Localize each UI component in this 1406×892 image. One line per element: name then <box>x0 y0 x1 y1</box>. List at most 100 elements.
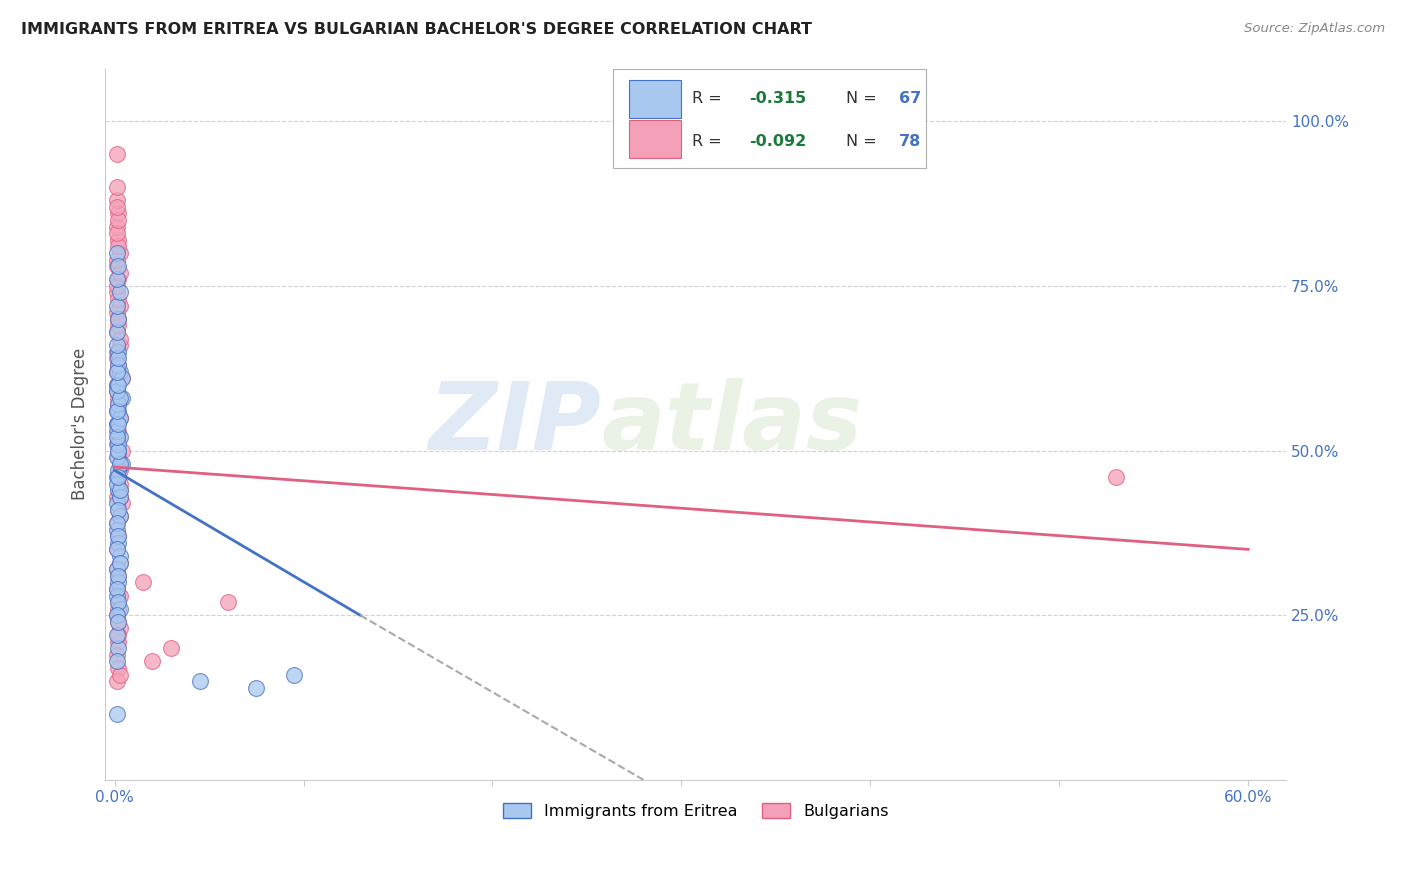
Point <box>107 417 129 432</box>
Point <box>111 457 134 471</box>
Point <box>111 496 134 510</box>
Point <box>110 556 132 570</box>
Point <box>110 509 132 524</box>
FancyBboxPatch shape <box>613 69 925 168</box>
Text: IMMIGRANTS FROM ERITREA VS BULGARIAN BACHELOR'S DEGREE CORRELATION CHART: IMMIGRANTS FROM ERITREA VS BULGARIAN BAC… <box>21 22 813 37</box>
Point <box>110 483 132 497</box>
Point <box>110 476 132 491</box>
Point <box>105 219 128 234</box>
Point <box>105 648 128 662</box>
Point <box>105 542 128 557</box>
Point <box>107 311 129 326</box>
Point <box>105 377 128 392</box>
Point <box>107 259 129 273</box>
Point <box>105 272 128 286</box>
Point <box>105 516 128 530</box>
Point <box>107 595 129 609</box>
Point <box>105 417 128 432</box>
Point <box>105 365 128 379</box>
Point <box>188 674 211 689</box>
Point <box>110 622 132 636</box>
Point <box>110 332 132 346</box>
Point <box>105 437 128 451</box>
Point <box>105 226 128 240</box>
Point <box>107 615 129 629</box>
Point <box>110 490 132 504</box>
Point <box>107 377 129 392</box>
Text: N =: N = <box>845 134 882 149</box>
Point <box>107 213 129 227</box>
Point <box>110 391 132 405</box>
Point <box>107 272 129 286</box>
Point <box>105 608 128 623</box>
Point <box>105 305 128 319</box>
Point <box>107 397 129 411</box>
Point <box>107 443 129 458</box>
Point <box>107 529 129 543</box>
Point <box>107 365 129 379</box>
Point <box>107 568 129 582</box>
Point <box>105 430 128 444</box>
Point <box>107 568 129 582</box>
Point <box>105 450 128 465</box>
Point <box>111 391 134 405</box>
Point <box>107 483 129 497</box>
Point <box>105 516 128 530</box>
Point <box>107 344 129 359</box>
Point <box>105 180 128 194</box>
Point <box>110 667 132 681</box>
Point <box>283 667 305 681</box>
Point <box>105 299 128 313</box>
Point <box>105 542 128 557</box>
Point <box>110 410 132 425</box>
Point <box>107 601 129 615</box>
Point <box>107 503 129 517</box>
Point <box>132 575 155 590</box>
Point <box>107 239 129 253</box>
Point <box>110 601 132 615</box>
Point <box>110 509 132 524</box>
Point <box>105 384 128 399</box>
Text: -0.092: -0.092 <box>749 134 806 149</box>
Point <box>160 641 183 656</box>
Point <box>105 417 128 432</box>
Text: N =: N = <box>845 91 882 106</box>
Point <box>107 358 129 372</box>
Text: atlas: atlas <box>602 378 862 470</box>
Point <box>107 470 129 484</box>
Point <box>105 279 128 293</box>
Point <box>105 338 128 352</box>
Point <box>107 450 129 465</box>
Point <box>107 397 129 411</box>
Point <box>105 470 128 484</box>
Point <box>217 595 239 609</box>
Point <box>105 582 128 596</box>
Point <box>107 628 129 642</box>
Text: R =: R = <box>692 134 727 149</box>
Point <box>107 463 129 477</box>
Point <box>105 562 128 576</box>
Point <box>245 681 267 695</box>
Point <box>141 654 163 668</box>
Point <box>107 206 129 220</box>
Point <box>105 523 128 537</box>
Legend: Immigrants from Eritrea, Bulgarians: Immigrants from Eritrea, Bulgarians <box>496 797 896 825</box>
Text: -0.315: -0.315 <box>749 91 806 106</box>
Point <box>110 549 132 563</box>
Point <box>105 351 128 366</box>
Point <box>105 589 128 603</box>
Point <box>110 410 132 425</box>
Point <box>107 311 129 326</box>
Text: 67: 67 <box>898 91 921 106</box>
Text: ZIP: ZIP <box>429 378 602 470</box>
Point <box>105 404 128 418</box>
Point <box>110 430 132 444</box>
Point <box>107 661 129 675</box>
Point <box>105 496 128 510</box>
Point <box>107 292 129 306</box>
Point <box>110 285 132 300</box>
Point <box>105 476 128 491</box>
Y-axis label: Bachelor's Degree: Bachelor's Degree <box>72 348 89 500</box>
Point <box>107 503 129 517</box>
Point <box>107 634 129 648</box>
